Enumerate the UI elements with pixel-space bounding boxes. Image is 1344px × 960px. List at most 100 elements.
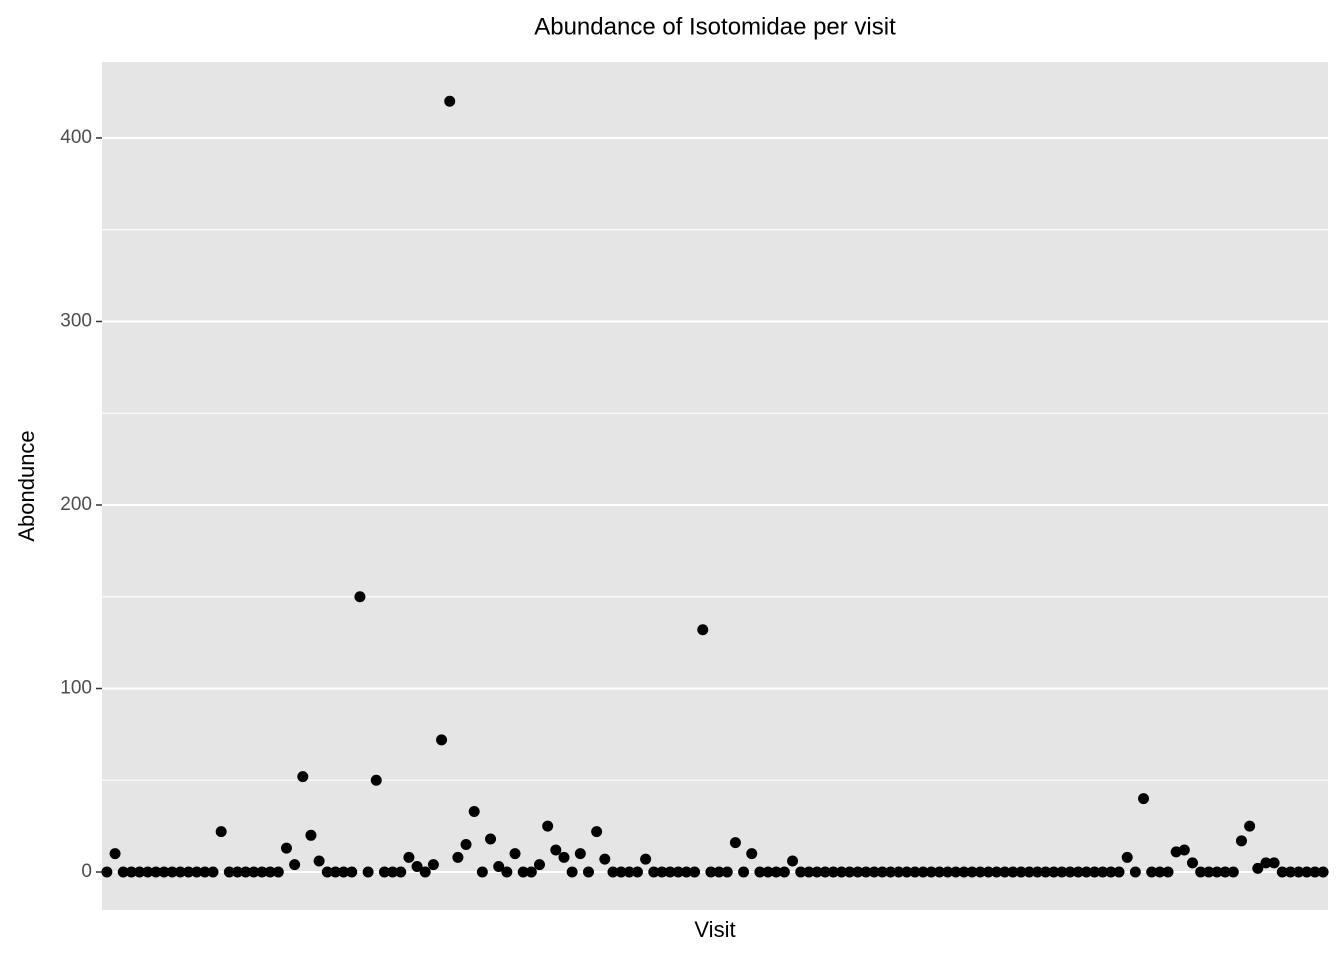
point (982, 866, 994, 878)
point (917, 866, 929, 878)
point (1007, 866, 1019, 878)
x-axis-label: Visit (694, 917, 735, 942)
point (1023, 866, 1035, 878)
point (819, 866, 831, 878)
point (1178, 844, 1190, 856)
point (721, 866, 733, 878)
point (1195, 866, 1207, 878)
point (607, 866, 619, 878)
point (558, 851, 570, 863)
point (868, 866, 880, 878)
point (297, 771, 309, 783)
point (223, 866, 235, 878)
y-tick-label: 100 (60, 678, 92, 699)
point (1048, 866, 1060, 878)
point (844, 866, 856, 878)
point (582, 866, 594, 878)
point (1293, 866, 1305, 878)
y-tick-label: 0 (81, 861, 92, 882)
point (329, 866, 341, 878)
point (762, 866, 774, 878)
point (909, 866, 921, 878)
point (974, 866, 986, 878)
point (1187, 857, 1199, 869)
point (656, 866, 668, 878)
point (427, 859, 439, 871)
point (525, 866, 537, 878)
point (370, 774, 382, 786)
point (680, 866, 692, 878)
point (452, 851, 464, 863)
point (787, 855, 799, 867)
point (1113, 866, 1125, 878)
point (1072, 866, 1084, 878)
point (158, 866, 170, 878)
point (999, 866, 1011, 878)
point (493, 861, 505, 873)
point (289, 859, 301, 871)
point (1284, 866, 1296, 878)
point (1162, 866, 1174, 878)
point (1276, 866, 1288, 878)
point (754, 866, 766, 878)
point (738, 866, 750, 878)
point (338, 866, 350, 878)
point (876, 866, 888, 878)
point (183, 866, 195, 878)
point (1056, 866, 1068, 878)
point (640, 853, 652, 865)
point (615, 866, 627, 878)
point (770, 866, 782, 878)
point (362, 866, 374, 878)
point (942, 866, 954, 878)
point (1097, 866, 1109, 878)
point (468, 805, 480, 817)
point (746, 848, 758, 860)
point (1268, 857, 1280, 869)
point (403, 851, 415, 863)
point (623, 866, 635, 878)
point (534, 859, 546, 871)
point (313, 855, 325, 867)
point (705, 866, 717, 878)
point (1089, 866, 1101, 878)
point (795, 866, 807, 878)
point (476, 866, 488, 878)
point (125, 866, 137, 878)
point (166, 866, 178, 878)
point (827, 866, 839, 878)
point (542, 820, 554, 832)
y-tick-label: 300 (60, 310, 92, 331)
point (893, 866, 905, 878)
point (207, 866, 219, 878)
point (215, 826, 227, 838)
point (101, 866, 113, 878)
point (991, 866, 1003, 878)
point (672, 866, 684, 878)
point (248, 866, 260, 878)
point (591, 826, 603, 838)
point (664, 866, 676, 878)
point (1146, 866, 1158, 878)
point (884, 866, 896, 878)
point (419, 866, 431, 878)
point (117, 866, 129, 878)
point (436, 734, 448, 746)
point (631, 866, 643, 878)
point (411, 861, 423, 873)
point (378, 866, 390, 878)
point (231, 866, 243, 878)
point (1040, 866, 1052, 878)
point (191, 866, 203, 878)
point (1015, 866, 1027, 878)
point (836, 866, 848, 878)
point (444, 95, 456, 107)
point (966, 866, 978, 878)
point (1129, 866, 1141, 878)
point (1301, 866, 1313, 878)
point (150, 866, 162, 878)
point (485, 833, 497, 845)
point (387, 866, 399, 878)
